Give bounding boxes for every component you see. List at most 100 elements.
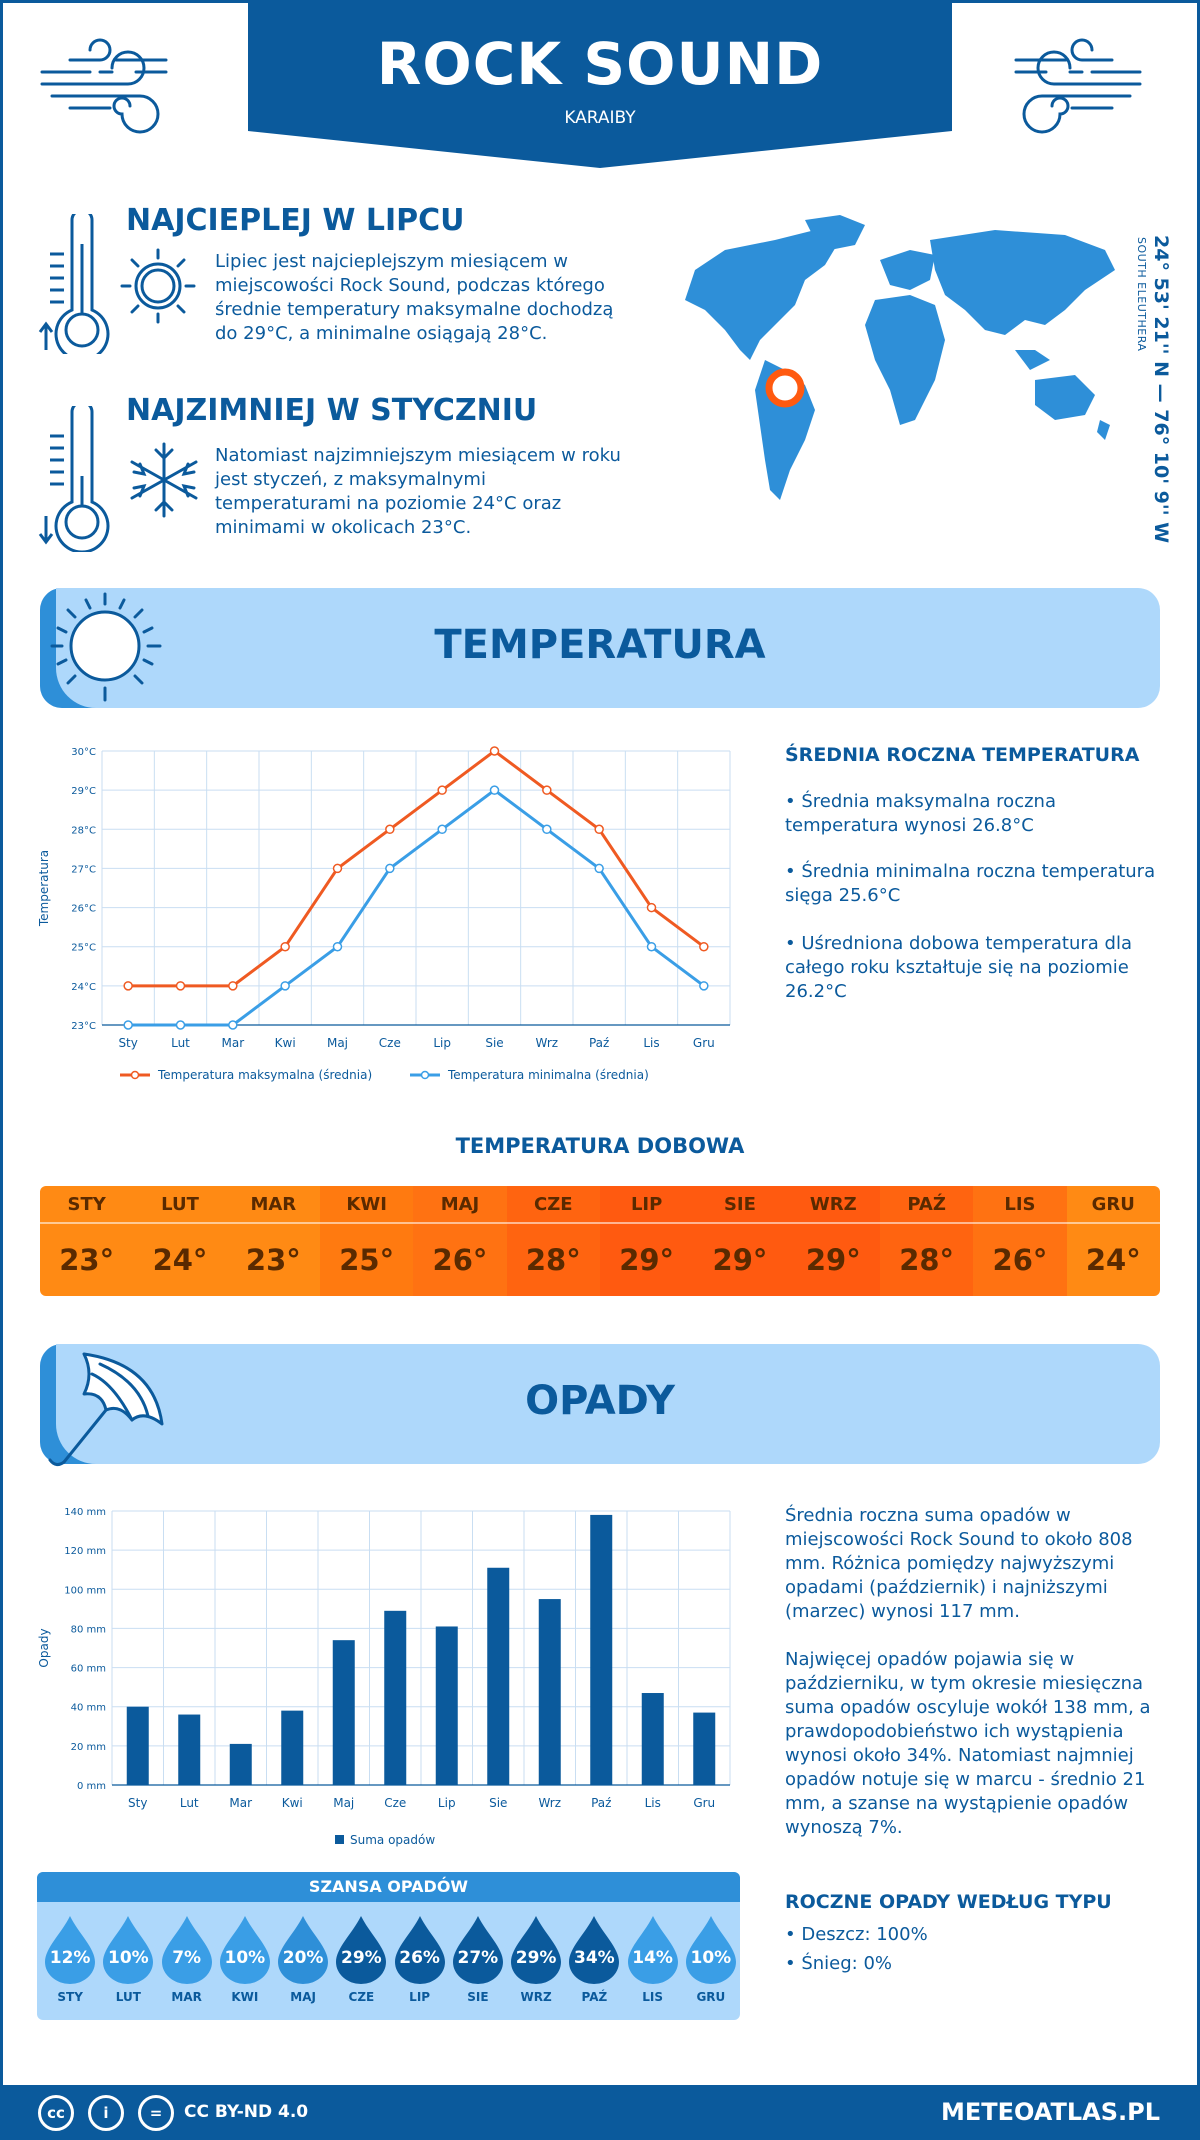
raindrop-icon: 10% — [684, 1914, 738, 1986]
page-title: ROCK SOUND — [376, 30, 824, 98]
daily-temperature-value: 23° — [245, 1243, 301, 1277]
data-point — [489, 785, 500, 795]
daily-month-label: STY — [40, 1186, 134, 1224]
daily-temperature-value: 26° — [992, 1243, 1048, 1277]
y-tick-label: 23°C — [71, 1021, 96, 1032]
data-point — [123, 981, 133, 991]
precipitation-bar — [281, 1710, 304, 1785]
data-point — [228, 1020, 238, 1030]
daily-temperature-table: STY 23° LUT 24° MAR 23° KWI 25° MAJ 26° CZE 28° LIP 2… — [40, 1186, 1160, 1296]
precipitation-chance-item: 34% PAŹ — [565, 1914, 623, 2004]
data-point — [594, 824, 604, 835]
daily-temperature-cell: PAŹ 28° — [879, 1186, 974, 1296]
daily-temperature-value: 26° — [432, 1243, 488, 1277]
precipitation-bar — [229, 1743, 252, 1785]
precipitation-chance-item: 27% SIE — [449, 1914, 507, 2004]
hottest-title: NAJCIEPLEJ W LIPCU — [126, 203, 465, 238]
x-tick-label: Lut — [180, 1796, 199, 1810]
license-label: CC BY-ND 4.0 — [184, 2102, 309, 2122]
precipitation-chart: 0 mm 20 mm 40 mm 60 mm 80 mm 100 mm 120 mm 140 … — [37, 1507, 731, 1847]
x-tick-label: Cze — [384, 1796, 406, 1810]
y-tick-label: 140 mm — [64, 1507, 106, 1518]
coordinates: 24° 53' 21'' N — 76° 10' 9'' W — [1150, 235, 1172, 544]
x-tick-label: Lip — [438, 1796, 456, 1810]
data-point — [228, 981, 238, 991]
x-tick-label: Paź — [589, 1036, 609, 1050]
precipitation-bar — [126, 1706, 149, 1785]
legend-swatch — [335, 1835, 344, 1844]
y-tick-label: 20 mm — [71, 1742, 106, 1753]
precipitation-section-header: OPADY — [40, 1344, 1160, 1464]
y-tick-label: 24°C — [71, 982, 96, 993]
y-tick-label: 80 mm — [71, 1624, 106, 1635]
daily-month-label: MAR — [226, 1186, 320, 1224]
location-marker — [765, 368, 805, 408]
annual-temperature-title: ŚREDNIA ROCZNA TEMPERATURA — [785, 744, 1140, 766]
x-tick-label: Wrz — [538, 1796, 561, 1810]
precipitation-chance-month: KWI — [231, 1990, 259, 2004]
daily-temperature-value: 29° — [805, 1243, 861, 1277]
footer: cc i = CC BY-ND 4.0 METEOATLAS.PL — [0, 2085, 1200, 2140]
precipitation-chance-item: 29% CZE — [332, 1914, 390, 2004]
precipitation-chance-item: 12% STY — [41, 1914, 99, 2004]
attribution-icon: i — [88, 2095, 124, 2131]
data-point — [332, 941, 343, 952]
daily-temperature-cell: STY 23° — [40, 1186, 134, 1296]
snow-share-text: • Śnieg: 0% — [785, 1953, 893, 1974]
data-point — [646, 941, 657, 952]
precipitation-chance-value: 14% — [632, 1948, 673, 1968]
daily-month-label: LIS — [973, 1186, 1067, 1224]
site-link[interactable]: METEOATLAS.PL — [940, 2098, 1160, 2126]
raindrop-icon: 29% — [334, 1914, 388, 1986]
precipitation-chance-month: WRZ — [520, 1990, 552, 2004]
data-point — [385, 824, 395, 835]
precipitation-chance-month: STY — [57, 1990, 83, 2004]
wind-icon — [40, 38, 168, 134]
x-tick-label: Gru — [693, 1036, 715, 1050]
thermometer-hot-icon — [38, 214, 110, 354]
precipitation-chance-value: 7% — [172, 1948, 202, 1968]
raindrop-icon: 29% — [509, 1914, 563, 1986]
precipitation-chance-item: 10% KWI — [216, 1914, 274, 2004]
y-tick-label: 120 mm — [64, 1546, 106, 1557]
precipitation-bar — [538, 1599, 561, 1785]
annual-avg-text: • Uśredniona dobowa temperatura dla całe… — [785, 933, 1133, 1002]
daily-temperature-value: 28° — [899, 1243, 955, 1277]
precipitation-chance-month: LIP — [409, 1990, 431, 2004]
data-point — [280, 941, 290, 952]
precipitation-chance-value: 29% — [341, 1948, 382, 1968]
precipitation-chance-value: 27% — [457, 1948, 499, 1968]
series-line — [128, 788, 705, 1027]
legend-label: Suma opadów — [350, 1833, 435, 1847]
thermometer-cold-icon — [38, 406, 110, 552]
x-tick-label: Lip — [433, 1036, 451, 1050]
daily-month-label: LUT — [133, 1186, 227, 1224]
daily-month-label: KWI — [319, 1186, 414, 1224]
precipitation-summary-text: Średnia roczna suma opadów w miejscowośc… — [785, 1505, 1133, 1622]
precipitation-chance-item: 7% MAR — [158, 1914, 216, 2004]
x-tick-label: Wrz — [536, 1036, 559, 1050]
x-tick-label: Sie — [485, 1036, 503, 1050]
daily-temperature-cell: GRU 24° — [1066, 1186, 1160, 1296]
data-point — [123, 1020, 133, 1030]
precipitation-bar — [641, 1693, 664, 1785]
precipitation-section-title: OPADY — [525, 1378, 675, 1424]
x-tick-label: Sty — [118, 1036, 137, 1050]
x-tick-label: Lis — [643, 1036, 659, 1050]
y-tick-label: 30°C — [71, 747, 96, 758]
data-point — [280, 981, 290, 991]
precipitation-chance-month: LUT — [115, 1990, 141, 2004]
daily-temperature-cell: MAJ 26° — [413, 1186, 507, 1296]
precipitation-chance-value: 12% — [49, 1948, 91, 1968]
raindrop-icon: 34% — [567, 1914, 621, 1986]
precipitation-chance-item: 20% MAJ — [274, 1914, 332, 2004]
data-point — [489, 746, 500, 756]
region-name: SOUTH ELEUTHERA — [1135, 237, 1148, 352]
daily-temperature-cell: LIS 26° — [973, 1186, 1067, 1296]
precipitation-bar — [384, 1610, 407, 1785]
data-point — [542, 824, 552, 835]
raindrop-icon: 10% — [101, 1914, 155, 1986]
legend-label: Temperatura maksymalna (średnia) — [157, 1068, 372, 1082]
precipitation-chance-month: MAR — [171, 1990, 202, 2004]
rain-share-text: • Deszcz: 100% — [785, 1924, 928, 1945]
